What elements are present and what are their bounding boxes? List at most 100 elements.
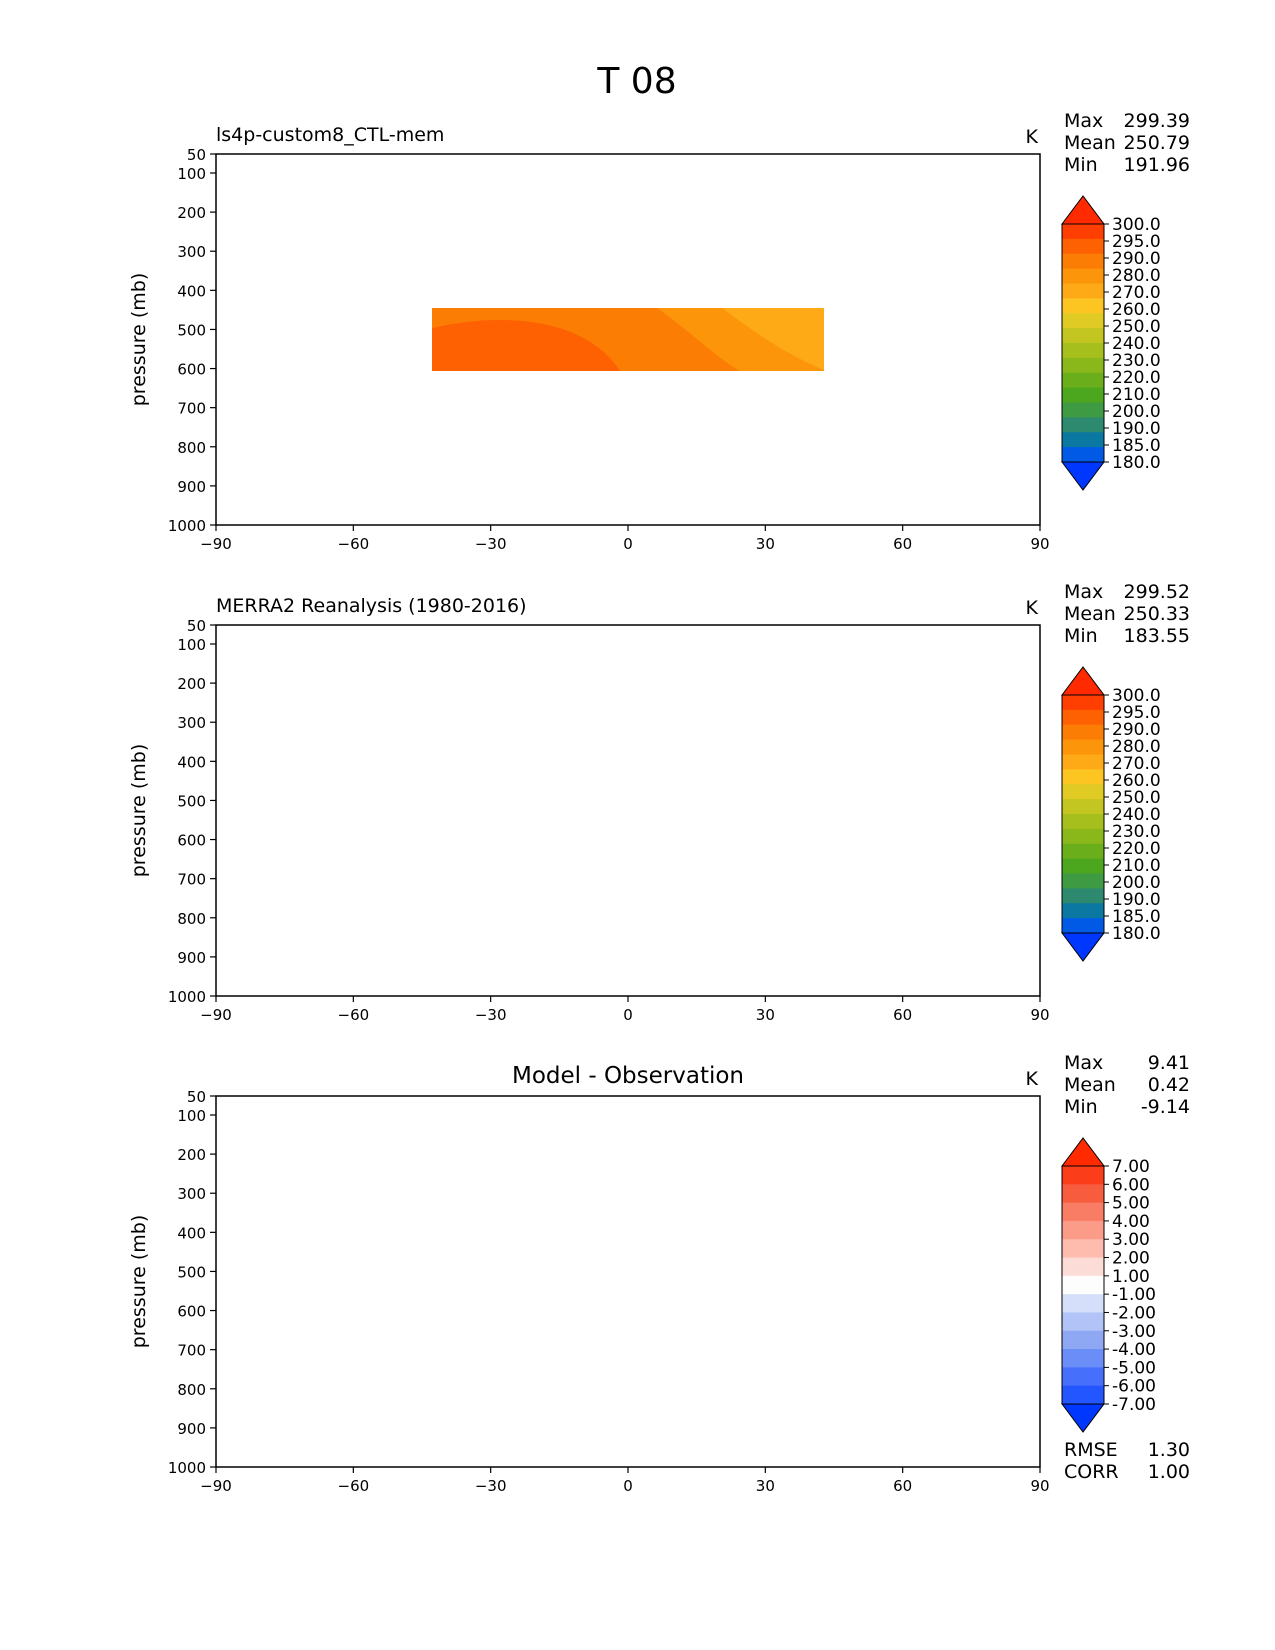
colorbar-tick-label: -1.00 — [1112, 1285, 1156, 1305]
x-tick-label: −30 — [475, 1006, 507, 1024]
colorbar-frame — [1061, 1165, 1105, 1405]
plot-frame — [215, 1095, 1041, 1468]
colorbar-tick-label: 180.0 — [1112, 924, 1161, 944]
panel-title: Model - Observation — [512, 1063, 744, 1089]
colorbar-bin — [1062, 769, 1104, 785]
colorbar-bin — [1062, 1330, 1104, 1350]
units-label: K — [1026, 126, 1039, 148]
colorbar-tick-label: 270.0 — [1112, 283, 1161, 303]
colorbar: 300.0295.0290.0280.0270.0260.0250.0240.0… — [1061, 195, 1161, 491]
colorbar-bin — [1062, 1294, 1104, 1313]
colorbar-bin — [1062, 372, 1104, 389]
colorbar-tick-label: 290.0 — [1112, 720, 1161, 740]
colorbar-bin — [1062, 918, 1104, 934]
panel-title: MERRA2 Reanalysis (1980-2016) — [216, 595, 527, 617]
y-axis-label: pressure (mb) — [128, 273, 150, 407]
colorbar-bin — [1062, 402, 1104, 418]
colorbar-bin — [1062, 784, 1104, 800]
stat-label: Min — [1064, 154, 1098, 176]
colorbar: 300.0295.0290.0280.0270.0260.0250.0240.0… — [1061, 666, 1161, 962]
stat-value: 250.33 — [1124, 603, 1190, 625]
colorbar-extend-min — [1061, 932, 1105, 962]
colorbar-extend-max — [1061, 666, 1105, 696]
colorbar-tick-label: 230.0 — [1112, 822, 1161, 842]
stat-label: Mean — [1064, 132, 1116, 154]
colorbar-bin — [1062, 1312, 1104, 1332]
y-tick-label: 50 — [187, 1088, 206, 1106]
y-tick-label: 600 — [177, 361, 206, 379]
stat-label: CORR — [1064, 1461, 1119, 1483]
y-tick-label: 200 — [177, 1146, 206, 1164]
panel-3: Model - Observation K50100200300400500600… — [128, 1052, 1190, 1495]
colorbar-extend-min — [1061, 1403, 1105, 1433]
colorbar-tick-label: 220.0 — [1112, 839, 1161, 859]
panel-title: ls4p-custom8_CTL-mem — [216, 124, 444, 146]
colorbar-extend-max — [1061, 1137, 1105, 1167]
x-tick-label: −90 — [200, 1006, 232, 1024]
stat-label: Mean — [1064, 603, 1116, 625]
colorbar-tick-label: -7.00 — [1112, 1395, 1156, 1415]
y-tick-label: 1000 — [168, 1459, 206, 1477]
y-tick-label: 600 — [177, 832, 206, 850]
y-tick-label: 300 — [177, 714, 206, 732]
stat-label: Max — [1064, 110, 1103, 132]
y-tick-label: 300 — [177, 243, 206, 261]
colorbar-tick-label: 190.0 — [1112, 419, 1161, 439]
units-label: K — [1026, 1068, 1039, 1090]
stat-value: 183.55 — [1124, 625, 1190, 647]
stat-value: 299.52 — [1124, 581, 1190, 603]
x-tick-label: −30 — [475, 1477, 507, 1495]
stat-label: Max — [1064, 581, 1103, 603]
y-tick-label: 100 — [177, 636, 206, 654]
x-tick-label: 90 — [1030, 1006, 1049, 1024]
y-tick-label: 900 — [177, 1420, 206, 1438]
colorbar-bin — [1062, 695, 1104, 711]
colorbar-tick-label: 7.00 — [1112, 1157, 1150, 1177]
colorbar-tick-label: 4.00 — [1112, 1212, 1150, 1232]
y-tick-label: 1000 — [168, 988, 206, 1006]
y-tick-label: 700 — [177, 1342, 206, 1360]
x-tick-label: 60 — [893, 1006, 912, 1024]
colorbar-bin — [1062, 799, 1104, 815]
stat-value: 9.41 — [1148, 1052, 1190, 1074]
y-tick-label: 700 — [177, 871, 206, 889]
y-tick-label: 600 — [177, 1303, 206, 1321]
colorbar-bin — [1062, 1275, 1104, 1295]
colorbar-bin — [1062, 253, 1104, 270]
colorbar-tick-label: 1.00 — [1112, 1267, 1150, 1287]
colorbar-tick-label: 3.00 — [1112, 1230, 1150, 1250]
colorbar-bin — [1062, 387, 1104, 403]
y-tick-label: 200 — [177, 675, 206, 693]
stat-value: 1.00 — [1148, 1461, 1190, 1483]
colorbar-tick-label: 210.0 — [1112, 385, 1161, 405]
y-tick-label: 800 — [177, 1381, 206, 1399]
y-tick-label: 200 — [177, 204, 206, 222]
stat-label: RMSE — [1064, 1439, 1118, 1461]
stat-value: 0.42 — [1148, 1074, 1190, 1096]
colorbar-bin — [1062, 357, 1104, 374]
colorbar-bin — [1062, 724, 1104, 741]
plot-frame — [215, 624, 1041, 997]
colorbar-tick-label: 240.0 — [1112, 334, 1161, 354]
colorbar-tick-label: 180.0 — [1112, 453, 1161, 473]
colorbar-tick-label: -2.00 — [1112, 1303, 1156, 1323]
y-tick-label: 400 — [177, 753, 206, 771]
colorbar-bin — [1062, 1385, 1104, 1405]
x-tick-label: −90 — [200, 535, 232, 553]
colorbar-tick-label: 295.0 — [1112, 232, 1161, 252]
stat-value: 250.79 — [1124, 132, 1190, 154]
colorbar-bin — [1062, 1257, 1104, 1277]
colorbar-bin — [1062, 268, 1104, 284]
colorbar-bin — [1062, 873, 1104, 889]
colorbar-bin — [1062, 238, 1104, 255]
colorbar-tick-label: 290.0 — [1112, 249, 1161, 269]
colorbar-bin — [1062, 903, 1104, 919]
colorbar-bin — [1062, 298, 1104, 314]
colorbar-bin — [1062, 1202, 1104, 1222]
colorbar-bin — [1062, 1166, 1104, 1185]
colorbar-tick-label: 2.00 — [1112, 1249, 1150, 1269]
y-tick-label: 500 — [177, 321, 206, 339]
colorbar-tick-label: 210.0 — [1112, 856, 1161, 876]
colorbar-bin — [1062, 814, 1104, 830]
